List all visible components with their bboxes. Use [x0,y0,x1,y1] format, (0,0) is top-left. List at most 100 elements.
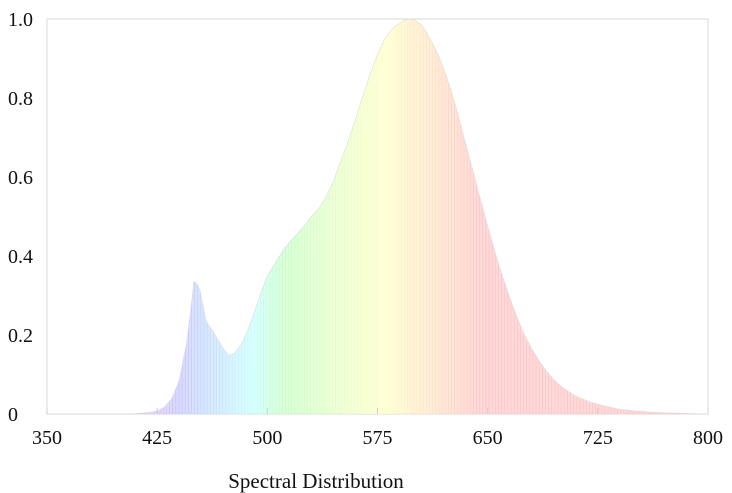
spectrum-band [474,19,476,414]
spectrum-band [424,19,426,414]
chart-title: Spectral Distribution [228,469,404,493]
spectrum-band [358,19,360,414]
spectrum-band [475,19,478,414]
spectrum-band [483,19,485,414]
spectrum-band [330,19,332,414]
spectrum-band [359,19,361,414]
x-tick-label: 725 [583,427,613,449]
spectrum-band [396,19,398,414]
spectrum-band [327,19,329,414]
spectrum-band [340,19,342,414]
spectrum-band [339,19,341,414]
spectrum-band [383,19,385,414]
spectrum-band [311,19,313,414]
spectrum-band [351,19,353,414]
spectrum-band [468,19,470,414]
spectrum-band [437,19,439,414]
spectrum-band [412,19,414,414]
spectrum-band [378,19,381,414]
spectrum-band [470,19,472,414]
spectrum-band [461,19,463,414]
y-tick-label: 0.6 [8,167,33,189]
spectrum-band [401,19,403,414]
spectrum-band [402,19,404,414]
y-axis: 0 0.2 0.4 0.6 0.8 1.0 [8,9,33,426]
spectrum-band [365,19,367,414]
spectrum-band [445,19,447,414]
spectrum-band [433,19,435,414]
spectrum-band [386,19,388,414]
spectrum-band [336,19,338,414]
spectrum-band [427,19,429,414]
spectrum-band [318,19,320,414]
spectrum-band [343,19,345,414]
y-tick-label: 0.8 [8,88,33,110]
spectrum-band [439,19,441,414]
spectrum-band [480,19,482,414]
spectrum-band [342,19,344,414]
spectrum-band [387,19,389,414]
y-tick-label: 0.4 [8,246,33,268]
spectrum-band [381,19,384,414]
spectrum-band [481,19,483,414]
x-tick-label: 800 [693,427,723,449]
spectrum-band [370,19,372,414]
spectrum-band [374,19,376,414]
spectrum-band [354,19,356,414]
spectrum-band [456,19,458,414]
spectrum-band [436,19,438,414]
spectrum-band [349,19,351,414]
spectrum-band [442,19,444,414]
spectrum-band [398,19,400,414]
spectrum-band [408,19,410,414]
spectrum-band [405,19,407,414]
spectrum-band [453,19,455,414]
spectrum-band [421,19,423,414]
spectrum-band [331,19,334,414]
x-tick-label: 425 [142,427,172,449]
spectrum-band [356,19,359,414]
x-axis: 350 425 500 575 650 725 800 [32,408,723,449]
spectrum-band [458,19,460,414]
spectrum-band [450,19,453,414]
x-tick-label: 350 [32,427,62,449]
spectrum-band [317,19,319,414]
y-tick-label: 0.2 [8,325,33,347]
spectrum-band [455,19,457,414]
spectrum-band [440,19,442,414]
x-tick-label: 575 [363,427,393,449]
x-tick-label: 500 [252,427,282,449]
spectrum-band [417,19,419,414]
spectrum-band [315,19,317,414]
spectrum-band [420,19,422,414]
spectrum-band [471,19,473,414]
spectrum-band [324,19,326,414]
spectrum-band [380,19,382,414]
spectrum-band [314,19,316,414]
spectrum-band [406,19,408,414]
spectrum-band [477,19,479,414]
spectrum-band [367,19,369,414]
spectrum-band [418,19,420,414]
spectrum-band [448,19,450,414]
spectrum-band [390,19,392,414]
spectrum-band [364,19,366,414]
spectrum-band [423,19,425,414]
spectrum-band [411,19,413,414]
spectrum-band [459,19,461,414]
spectrum-band [399,19,401,414]
spectrum-band [389,19,391,414]
spectrum-band [431,19,433,414]
x-tick-label: 650 [473,427,503,449]
spectrum-band [346,19,348,414]
spectrum-band [348,19,350,414]
spectrum-band [355,19,357,414]
spectrum-band [320,19,322,414]
spectrum-band [428,19,431,414]
spectrum-band [443,19,445,414]
spectrum-band [334,19,337,414]
spectrum-band [373,19,375,414]
spectrum-band [434,19,436,414]
spectrum-band [368,19,370,414]
